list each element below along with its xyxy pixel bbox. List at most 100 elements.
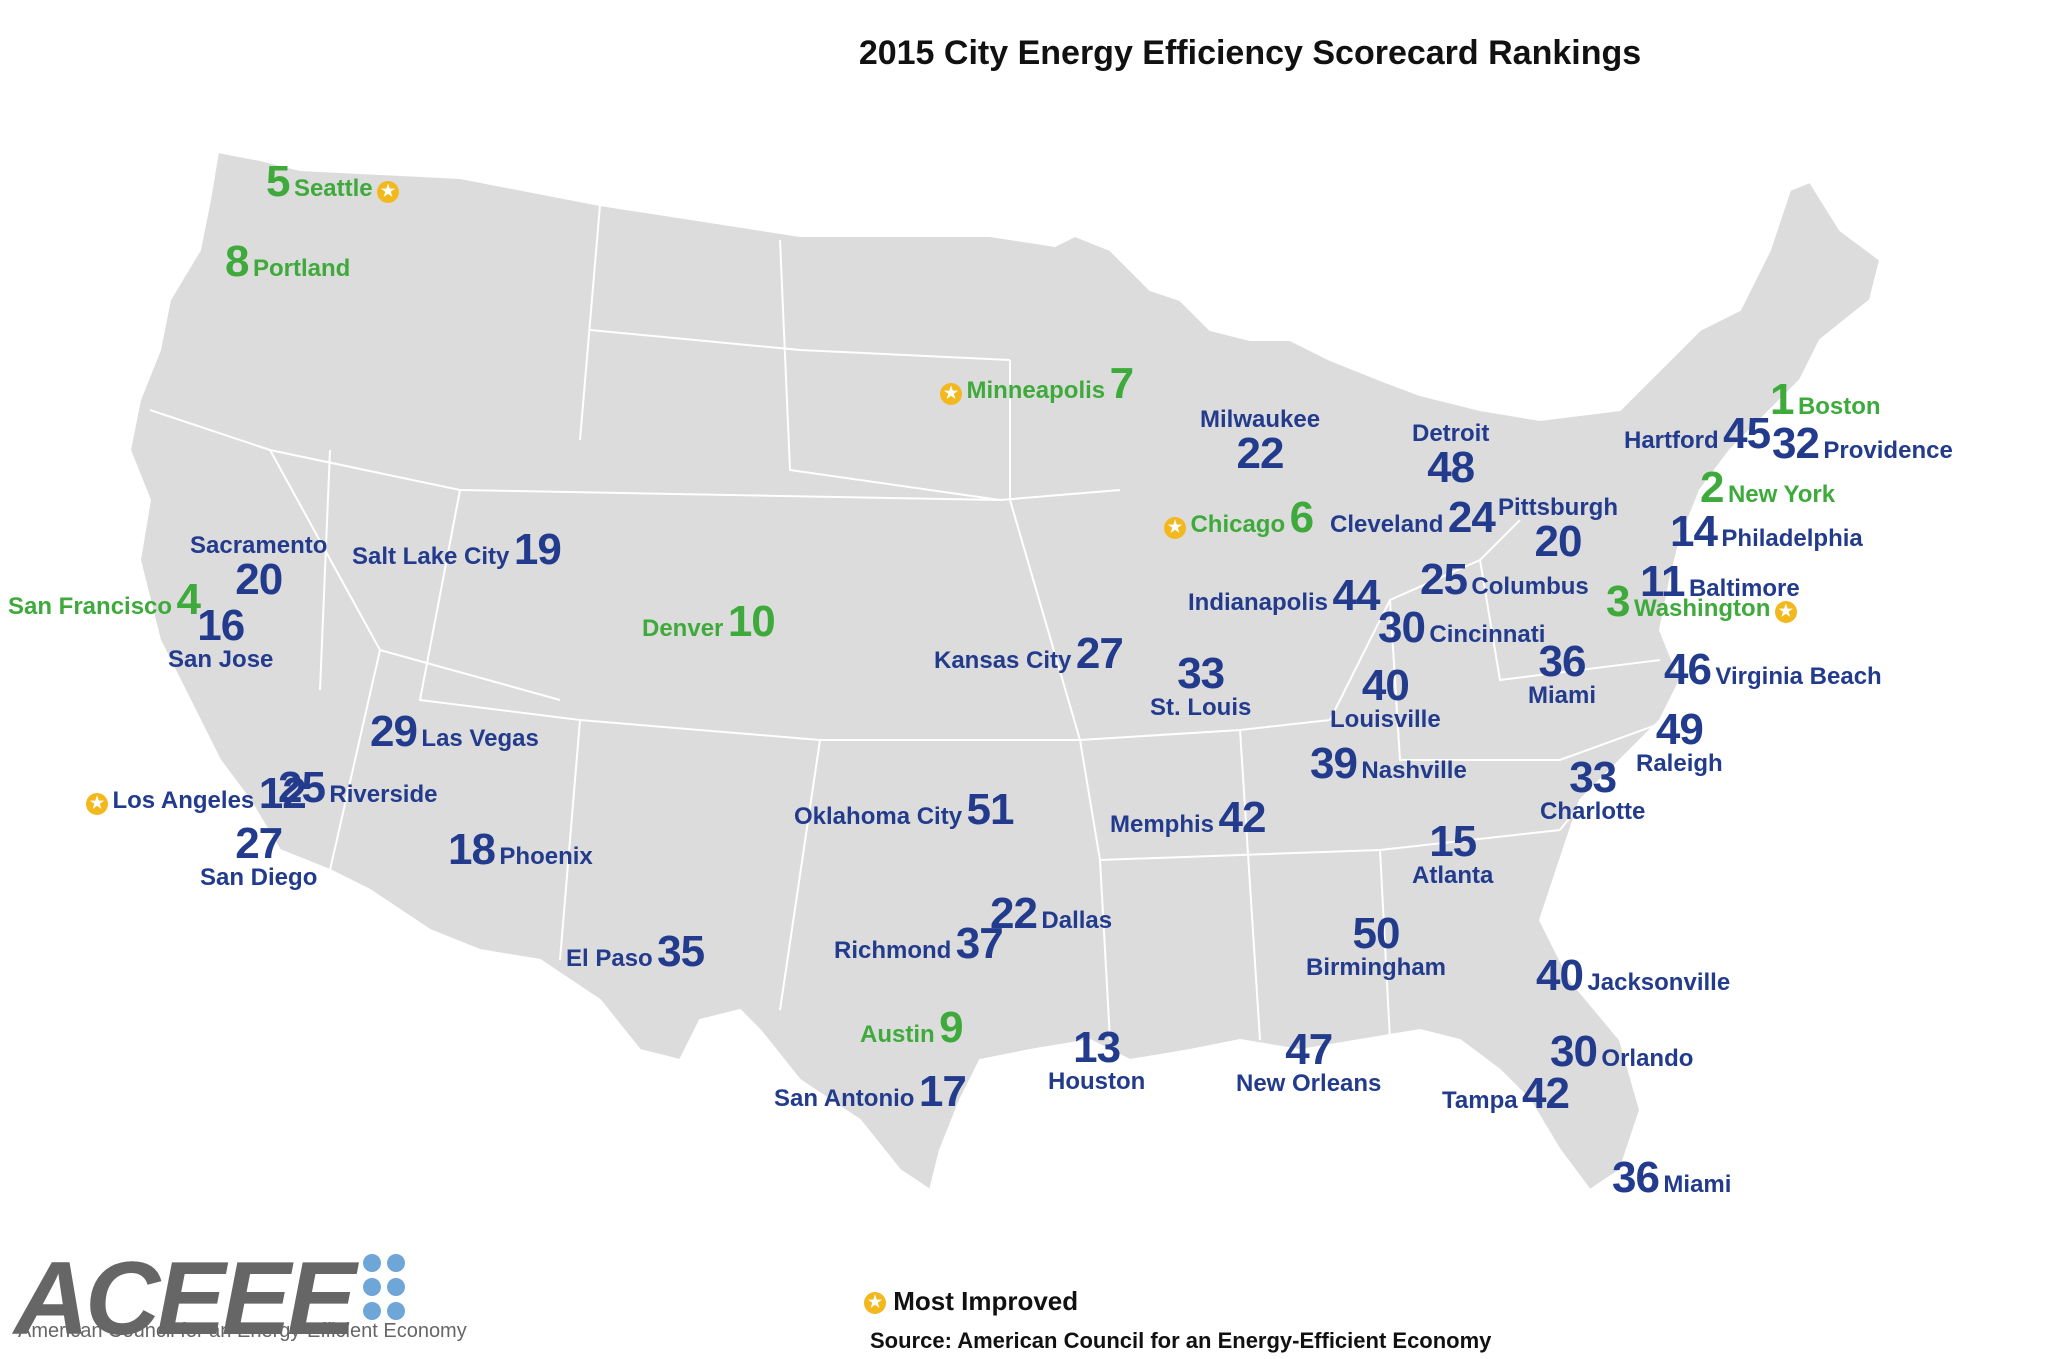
city-name: Boston xyxy=(1797,393,1881,420)
city-rank: 51 xyxy=(966,785,1015,834)
star-icon: ★ xyxy=(940,382,962,405)
city-rank: 10 xyxy=(727,597,776,646)
city-name: Hartford xyxy=(1624,427,1719,454)
star-icon: ★ xyxy=(377,180,400,203)
city-seattle: 5 Seattle ★ xyxy=(266,160,400,204)
city-rank: 25 xyxy=(1420,555,1468,604)
city-el-paso: El Paso 35 xyxy=(566,930,705,974)
city-rank: 8 xyxy=(225,237,250,286)
city-rank: 37 xyxy=(955,919,1004,968)
logo-mark: ACEEE xyxy=(14,1241,356,1357)
city-name: Oklahoma City xyxy=(794,803,963,830)
city-rank: 47 xyxy=(1285,1025,1333,1074)
city-rank: 45 xyxy=(1723,409,1771,458)
city-rank: 33 xyxy=(1569,753,1617,802)
city-name: Birmingham xyxy=(1306,954,1447,981)
city-name: Indianapolis xyxy=(1188,589,1329,616)
city-name: Chicago xyxy=(1190,511,1286,538)
legend-label: Most Improved xyxy=(893,1286,1079,1316)
city-pittsburgh: Pittsburgh 20 xyxy=(1498,496,1618,564)
city-indianapolis: Indianapolis 44 xyxy=(1188,574,1380,618)
city-rank: 30 xyxy=(1550,1027,1598,1076)
city-name: San Jose xyxy=(168,646,274,673)
city-rank: 2 xyxy=(1700,463,1725,512)
logo-tagline: American Council for an Energy-Efficient… xyxy=(18,1320,467,1342)
city-name: Las Vegas xyxy=(421,725,539,752)
city-name: New York xyxy=(1727,481,1836,508)
city-name: Salt Lake City xyxy=(352,543,510,570)
source-note: Source: American Council for an Energy-E… xyxy=(870,1328,1492,1353)
star-icon: ★ xyxy=(1774,600,1797,623)
city-name: San Diego xyxy=(200,864,318,891)
city-miami: 36 Miami xyxy=(1612,1156,1731,1200)
city-rank: 22 xyxy=(1236,429,1285,478)
city-name: Seattle xyxy=(293,175,373,202)
city-rank: 9 xyxy=(939,1003,964,1052)
city-nashville: 39 Nashville xyxy=(1310,742,1467,786)
city-rank: 22 xyxy=(990,889,1038,938)
city-name: El Paso xyxy=(566,945,653,972)
city-rank: 20 xyxy=(235,555,283,604)
city-rank: 15 xyxy=(1429,817,1477,866)
logo-dots-icon xyxy=(362,1254,405,1320)
city-riverside: 25 Riverside xyxy=(278,766,437,810)
city-san-francisco: San Francisco 4 xyxy=(8,575,202,624)
city-san-jose: 16 San Jose xyxy=(168,604,273,672)
city-name: Denver xyxy=(642,615,724,642)
city-name: Milwaukee xyxy=(1200,406,1321,433)
city-name: Los Angeles xyxy=(112,787,255,814)
city-name: Raleigh xyxy=(1636,750,1723,777)
city-richmond: 36 Miami xyxy=(1528,640,1596,708)
city-minneapolis: ★ Minneapolis 7 xyxy=(940,362,1134,406)
city-washington: 3 Washington ★ xyxy=(1606,580,1797,624)
city-boston: 1 Boston xyxy=(1770,378,1881,422)
city-rank: 27 xyxy=(1075,629,1124,678)
city-name: Detroit xyxy=(1412,420,1490,447)
city-rank: 49 xyxy=(1655,705,1704,754)
city-san-antonio: San Antonio 17 xyxy=(774,1070,967,1114)
city-rank: 4 xyxy=(176,575,202,624)
city-name: Columbus xyxy=(1471,573,1589,600)
city-rank: 36 xyxy=(1538,637,1587,686)
city-houston: 13 Houston xyxy=(1048,1026,1145,1094)
city-rank: 25 xyxy=(278,763,326,812)
city-name: Miami xyxy=(1663,1171,1732,1198)
city-san-diego: 27 San Diego xyxy=(200,822,317,890)
star-icon: ★ xyxy=(86,792,108,815)
city-new-orleans: 47 New Orleans xyxy=(1236,1028,1381,1096)
city-orlando: 30 Orlando xyxy=(1550,1030,1693,1074)
city-name: Riverside xyxy=(329,781,438,808)
city-name: Philadelphia xyxy=(1721,525,1863,552)
city-kansas-city: Kansas City 27 xyxy=(934,629,1124,678)
city-name: Phoenix xyxy=(499,843,593,870)
city-columbus: 25 Columbus xyxy=(1420,558,1589,602)
star-icon: ★ xyxy=(864,1292,886,1315)
city-name: New Orleans xyxy=(1236,1070,1382,1097)
city-name: San Antonio xyxy=(774,1085,915,1112)
city-philadelphia: 14 Philadelphia xyxy=(1670,510,1863,554)
city-providence: 32 Providence xyxy=(1772,422,1953,466)
city-name: Miami xyxy=(1528,682,1597,709)
city-st-louis: 33 St. Louis xyxy=(1150,652,1251,720)
city-rank: 39 xyxy=(1310,739,1358,788)
city-name: Jacksonville xyxy=(1587,969,1731,996)
star-icon: ★ xyxy=(1164,516,1186,539)
map-title: 2015 City Energy Efficiency Scorecard Ra… xyxy=(858,34,1642,72)
city-phoenix: 18 Phoenix xyxy=(448,828,593,872)
city-tampa: Tampa 42 xyxy=(1442,1072,1570,1116)
city-rank: 50 xyxy=(1352,909,1401,958)
city-hartford: Hartford 45 xyxy=(1624,409,1771,458)
us-landmass xyxy=(128,150,1882,1192)
city-las-vegas: 29 Las Vegas xyxy=(370,710,539,754)
city-louisville: 40 Louisville xyxy=(1330,664,1441,732)
city-name: Cincinnati xyxy=(1429,621,1546,648)
city-rank: 6 xyxy=(1289,493,1315,542)
city-rank: 33 xyxy=(1177,649,1225,698)
city-name: Portland xyxy=(252,255,351,282)
city-rank: 36 xyxy=(1612,1153,1660,1202)
city-cleveland: Cleveland 24 xyxy=(1330,496,1496,540)
city-rank: 1 xyxy=(1770,375,1795,424)
city-rank: 42 xyxy=(1218,793,1266,842)
